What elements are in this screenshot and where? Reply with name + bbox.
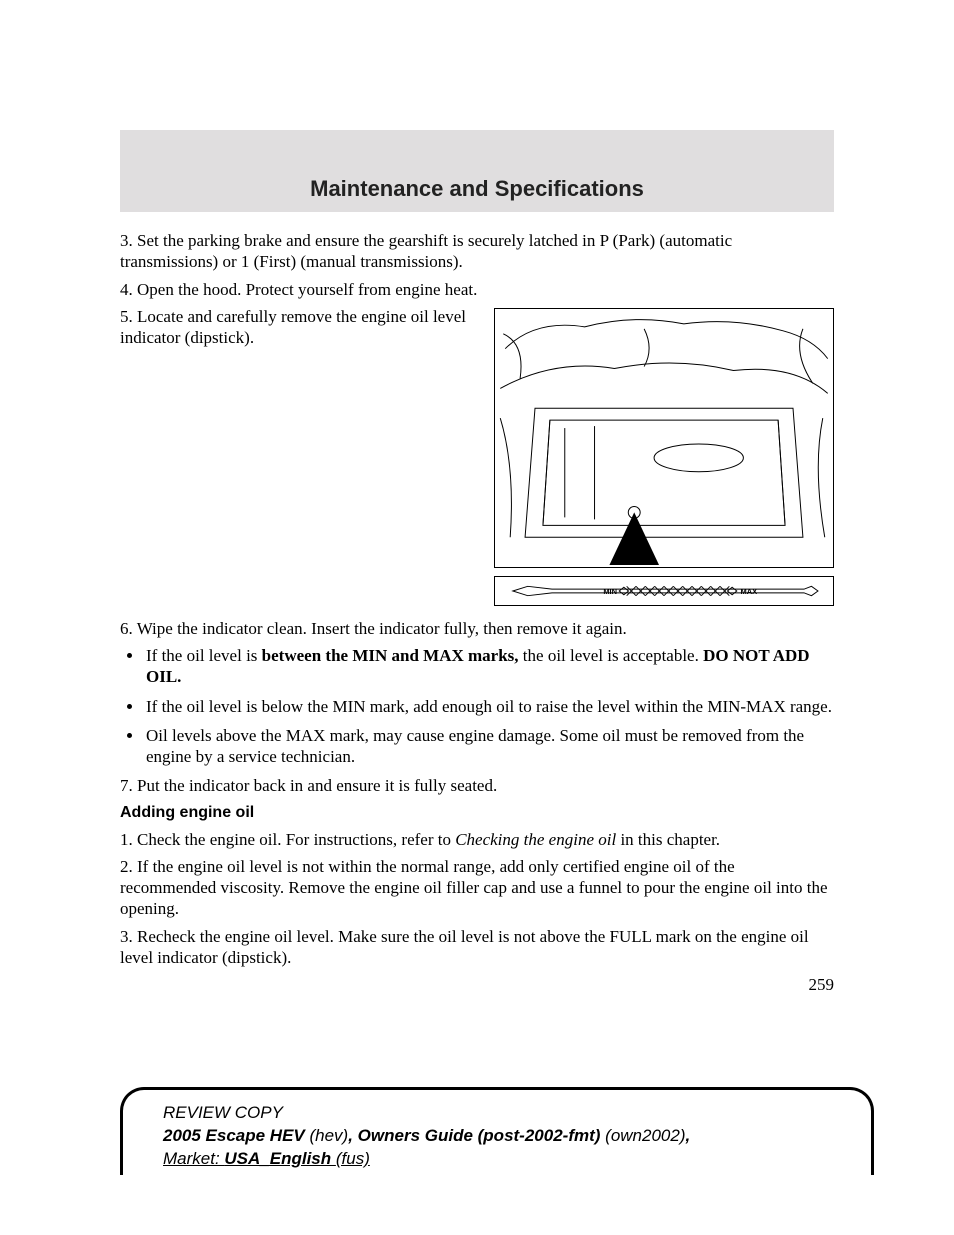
bullet-3: Oil levels above the MAX mark, may cause…: [144, 725, 834, 768]
figure-wrap: MIN MAX 5. Locate and carefully remove t…: [120, 306, 834, 618]
subheading: Adding engine oil: [120, 803, 834, 823]
add1-pre: 1. Check the engine oil. For instruction…: [120, 830, 455, 849]
footer-l2d: (own2002): [605, 1126, 685, 1145]
footer-l2e: ,: [685, 1126, 690, 1145]
page-title: Maintenance and Specifications: [310, 176, 644, 202]
bullet-1-bold: between the MIN and MAX marks,: [262, 646, 519, 665]
add-step-3: 3. Recheck the engine oil level. Make su…: [120, 926, 834, 969]
step-3: 3. Set the parking brake and ensure the …: [120, 230, 834, 273]
min-label: MIN: [603, 587, 617, 596]
footer-line2: 2005 Escape HEV (hev), Owners Guide (pos…: [163, 1125, 853, 1148]
footer-l2c: , Owners Guide (post-2002-fmt): [348, 1126, 605, 1145]
footer-line1: REVIEW COPY: [163, 1102, 853, 1125]
page-number: 259: [120, 974, 834, 995]
add1-post: in this chapter.: [616, 830, 720, 849]
max-label: MAX: [741, 587, 758, 596]
bullet-1: If the oil level is between the MIN and …: [144, 645, 834, 688]
add1-ital: Checking the engine oil: [455, 830, 616, 849]
footer-l3a: Market:: [163, 1149, 224, 1168]
footer-l2b: (hev): [309, 1126, 348, 1145]
footer-l3b: USA_English: [224, 1149, 335, 1168]
engine-svg: [495, 309, 833, 567]
footer-line3: Market: USA_English (fus): [163, 1148, 853, 1171]
step-7: 7. Put the indicator back in and ensure …: [120, 775, 834, 796]
dipstick-svg: MIN MAX: [495, 577, 833, 605]
bullet-list: If the oil level is between the MIN and …: [144, 645, 834, 767]
dipstick-illustration: MIN MAX: [494, 576, 834, 606]
header-band: Maintenance and Specifications: [120, 130, 834, 212]
add-step-2: 2. If the engine oil level is not within…: [120, 856, 834, 920]
add-step-1: 1. Check the engine oil. For instruction…: [120, 829, 834, 850]
engine-figure: MIN MAX: [494, 308, 834, 606]
footer-l3c: (fus): [336, 1149, 370, 1168]
footer-box: REVIEW COPY 2005 Escape HEV (hev), Owner…: [120, 1087, 874, 1175]
document-page: Maintenance and Specifications 3. Set th…: [0, 0, 954, 1235]
bullet-1-pre: If the oil level is: [146, 646, 262, 665]
bullet-2: If the oil level is below the MIN mark, …: [144, 696, 834, 717]
step-4: 4. Open the hood. Protect yourself from …: [120, 279, 834, 300]
step-6: 6. Wipe the indicator clean. Insert the …: [120, 618, 834, 639]
engine-illustration: [494, 308, 834, 568]
body-text: 3. Set the parking brake and ensure the …: [120, 230, 834, 995]
footer-l2a: 2005 Escape HEV: [163, 1126, 309, 1145]
bullet-1-post: the oil level is acceptable.: [519, 646, 704, 665]
pointer-arrow: [609, 512, 659, 565]
